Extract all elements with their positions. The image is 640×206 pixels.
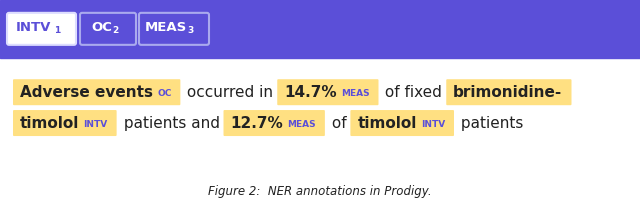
Text: occurred in: occurred in: [182, 85, 278, 100]
FancyBboxPatch shape: [80, 13, 136, 45]
Text: timolol: timolol: [357, 116, 417, 131]
FancyBboxPatch shape: [223, 110, 325, 136]
Bar: [0, 0, 640, 58]
Text: Adverse events: Adverse events: [20, 85, 153, 100]
Text: MEAS: MEAS: [287, 119, 316, 129]
Text: 3: 3: [187, 26, 193, 35]
Text: 14.7%: 14.7%: [284, 85, 337, 100]
Text: 12.7%: 12.7%: [230, 116, 284, 131]
Text: INTV: INTV: [83, 119, 108, 129]
FancyBboxPatch shape: [7, 13, 76, 45]
FancyBboxPatch shape: [13, 110, 116, 136]
Text: MEAS: MEAS: [341, 89, 369, 98]
Text: patients: patients: [456, 116, 524, 131]
Text: of fixed: of fixed: [381, 85, 447, 100]
FancyBboxPatch shape: [446, 79, 572, 105]
Text: Figure 2:  NER annotations in Prodigy.: Figure 2: NER annotations in Prodigy.: [208, 185, 432, 198]
Text: INTV: INTV: [420, 119, 445, 129]
Text: 1: 1: [54, 26, 61, 35]
Text: brimonidine-: brimonidine-: [453, 85, 563, 100]
FancyBboxPatch shape: [277, 79, 378, 105]
Text: patients and: patients and: [118, 116, 225, 131]
Text: of: of: [327, 116, 351, 131]
FancyBboxPatch shape: [13, 79, 180, 105]
Text: timolol: timolol: [20, 116, 79, 131]
Text: MEAS: MEAS: [145, 21, 188, 34]
Text: INTV: INTV: [16, 21, 51, 34]
FancyBboxPatch shape: [139, 13, 209, 45]
Text: OC: OC: [92, 21, 112, 34]
Text: 2: 2: [112, 26, 118, 35]
Text: OC: OC: [157, 89, 172, 98]
FancyBboxPatch shape: [350, 110, 454, 136]
